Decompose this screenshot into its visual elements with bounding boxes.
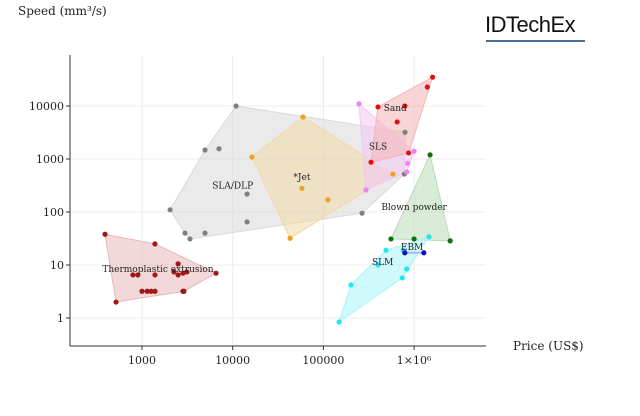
hull-thermoplastic-extrusion xyxy=(104,233,218,303)
point-sand xyxy=(375,104,381,110)
brand-logo: IDTechEx xyxy=(485,12,576,37)
point-slm xyxy=(399,275,405,281)
point-sla-dlp xyxy=(202,230,208,236)
point-sla-dlp xyxy=(359,210,365,216)
x-tick-label: 100000 xyxy=(302,354,344,367)
point-sand xyxy=(368,159,374,165)
label-blown-powder: Blown powder xyxy=(381,203,447,213)
point-blown-powder xyxy=(447,238,453,244)
y-tick-label: 10000 xyxy=(29,100,64,113)
y-tick-label: 10 xyxy=(50,259,64,272)
point-jet xyxy=(325,197,331,203)
label-sls: SLS xyxy=(369,143,387,153)
point-jet xyxy=(390,171,396,177)
point-thermoplastic-extrusion xyxy=(148,288,154,294)
point-sla-dlp xyxy=(167,207,173,213)
point-ebm xyxy=(421,250,427,256)
x-tick-label: 10000 xyxy=(215,354,250,367)
point-sla-dlp xyxy=(202,147,208,153)
point-slm xyxy=(348,282,354,288)
y-axis-title: Speed (mm³/s) xyxy=(18,4,107,18)
label-thermoplastic-extrusion: Thermoplastic extrusion xyxy=(102,265,213,275)
x-tick-label: 1×10⁶ xyxy=(397,354,432,367)
point-sla-dlp xyxy=(244,219,250,225)
point-sls xyxy=(411,148,417,154)
point-thermoplastic-extrusion xyxy=(171,269,177,275)
point-thermoplastic-extrusion xyxy=(144,288,150,294)
label-sand: Sand xyxy=(384,104,407,114)
point-sla-dlp xyxy=(402,129,408,135)
point-sls xyxy=(356,101,362,107)
label-sla-dlp: SLA/DLP xyxy=(212,181,253,191)
point-sls xyxy=(405,160,411,166)
hull-slm xyxy=(338,235,431,324)
y-tick-label: 1 xyxy=(57,312,64,325)
point-sand xyxy=(424,84,430,90)
point-sla-dlp xyxy=(244,191,250,197)
axes: 1000 10000 100000 1×10⁶ 1 10 100 1000 10000 xyxy=(29,55,486,367)
point-blown-powder xyxy=(388,236,394,242)
point-sla-dlp xyxy=(216,146,222,152)
brand-underline xyxy=(486,40,585,42)
point-slm xyxy=(336,319,342,325)
point-slm xyxy=(375,262,381,268)
point-thermoplastic-extrusion xyxy=(152,241,158,247)
point-thermoplastic-extrusion xyxy=(184,269,190,275)
hulls xyxy=(104,76,451,324)
x-tick-label: 1000 xyxy=(128,354,156,367)
point-thermoplastic-extrusion xyxy=(130,272,136,278)
y-tick-label: 1000 xyxy=(36,153,64,166)
point-thermoplastic-extrusion xyxy=(181,288,187,294)
point-thermoplastic-extrusion xyxy=(175,261,181,267)
point-sla-dlp xyxy=(233,103,239,109)
point-sls xyxy=(363,187,369,193)
group-labels: SLA/DLP *Jet SLS Sand Blown powder SLM EBM Ther… xyxy=(102,104,447,275)
point-thermoplastic-extrusion xyxy=(175,272,181,278)
x-axis-title: Price (US$) xyxy=(513,339,584,353)
label-ebm: EBM xyxy=(401,243,423,253)
point-sand xyxy=(394,119,400,125)
point-jet xyxy=(300,114,306,120)
y-tick-label: 100 xyxy=(43,206,64,219)
point-sand xyxy=(402,103,408,109)
point-sla-dlp xyxy=(182,230,188,236)
point-thermoplastic-extrusion xyxy=(102,231,108,237)
point-slm xyxy=(404,266,410,272)
point-thermoplastic-extrusion xyxy=(139,288,145,294)
point-thermoplastic-extrusion xyxy=(135,272,141,278)
point-jet xyxy=(299,185,305,191)
point-jet xyxy=(249,154,255,160)
point-thermoplastic-extrusion xyxy=(152,288,158,294)
point-thermoplastic-extrusion xyxy=(152,272,158,278)
label-jet: *Jet xyxy=(293,173,310,183)
label-slm: SLM xyxy=(372,258,393,268)
points xyxy=(102,74,453,325)
point-sla-dlp xyxy=(187,236,193,242)
point-sand xyxy=(406,150,412,156)
point-slm xyxy=(426,234,432,240)
point-thermoplastic-extrusion xyxy=(180,270,186,276)
point-sand xyxy=(430,74,436,80)
point-thermoplastic-extrusion xyxy=(113,299,119,305)
point-ebm xyxy=(402,250,408,256)
point-thermoplastic-extrusion xyxy=(213,270,219,276)
point-jet xyxy=(287,235,293,241)
point-blown-powder xyxy=(427,152,433,158)
point-sls xyxy=(404,169,410,175)
point-blown-powder xyxy=(411,236,417,242)
point-slm xyxy=(383,247,389,253)
